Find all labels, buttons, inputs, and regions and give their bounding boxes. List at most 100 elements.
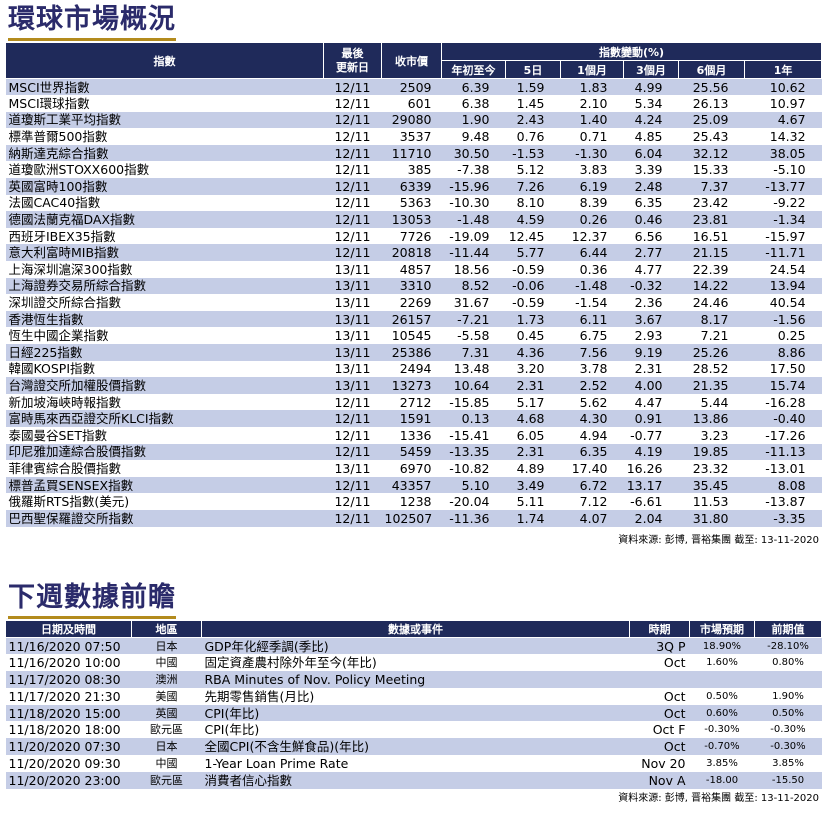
cell-change-1y: 14.32 [744,128,822,145]
cell-ytd: 30.50 [441,144,506,162]
cell-change-1m: 6.44 [560,244,624,262]
table-row: 巴西聖保羅證交所指數 12/11 102507 -11.36 1.74 4.07 2.04 3… [5,509,822,527]
cell-close: 13053 [381,211,442,228]
table-row: 上海證券交易所綜合指數 13/11 3310 8.52 -0.06 -1.48 -0.32 1… [5,277,822,295]
cell-last-update: 12/11 [323,476,382,494]
cell-forecast: -18.00 [689,771,755,789]
cell-change-3m: 4.99 [623,78,679,96]
cell-change-5d: 1.59 [505,78,561,96]
cell-close: 5363 [381,194,442,212]
cell-close: 13273 [381,377,442,394]
cell-change-5d: 7.26 [505,178,561,195]
cell-region: 中國 [131,755,202,772]
cell-change-1m: 0.36 [560,261,624,278]
cell-last-update: 12/11 [323,211,382,228]
cell-change-3m: 6.35 [623,194,679,212]
cell-index-name: 標準普爾500指數 [5,128,324,145]
cell-last-update: 13/11 [323,344,382,361]
table-row: 道瓊斯工業平均指數 12/11 29080 1.90 2.43 1.40 4.24 25.09… [5,111,822,129]
cell-forecast: 0.60% [689,704,755,722]
cell-period: Nov 20 [629,755,690,772]
cell-previous: 1.90% [754,687,822,705]
cell-index-name: 印尼雅加達綜合股價指數 [5,443,324,461]
cell-change-3m: 2.31 [623,360,679,378]
cell-change-5d: 5.12 [505,161,561,179]
cell-change-1y: -13.87 [744,493,822,510]
cell-event: 先期零售銷售(月比) [201,687,630,705]
header-3m: 3個月 [623,60,679,79]
cell-region: 日本 [131,637,202,655]
cell-last-update: 12/11 [323,128,382,145]
cell-close: 385 [381,161,442,179]
cell-ytd: -15.41 [441,426,506,444]
cell-close: 2494 [381,360,442,378]
cell-change-1y: 10.97 [744,95,822,112]
cell-datetime: 11/18/2020 15:00 [5,704,132,722]
cell-change-6m: 14.22 [678,277,745,295]
cell-change-6m: 19.85 [678,443,745,461]
cell-last-update: 12/11 [323,161,382,179]
cell-index-name: 新加坡海峽時報指數 [5,393,324,411]
cell-close: 1238 [381,493,442,510]
cell-index-name: 台灣證交所加權股價指數 [5,377,324,394]
cell-index-name: 德國法蘭克福DAX指數 [5,211,324,228]
cell-change-6m: 23.32 [678,460,745,477]
cell-last-update: 12/11 [323,493,382,510]
cell-previous: -0.30% [754,738,822,756]
market-overview-title: 環球市場概況 [8,4,176,41]
market-overview-table: 指數 最後 更新日 收市價 指數變動(%) 年初至今 5日 1個月 3個月 6個… [5,42,823,527]
cell-close: 6970 [381,460,442,477]
cell-ytd: -20.04 [441,493,506,510]
cell-datetime: 11/18/2020 18:00 [5,721,132,739]
cell-ytd: 10.64 [441,377,506,394]
cell-previous: 0.50% [754,704,822,722]
cell-change-1y: 8.08 [744,476,822,494]
cell-ytd: 13.48 [441,360,506,378]
cell-close: 25386 [381,344,442,361]
table-row: 意大利富時MIB指數 12/11 20818 -11.44 5.77 6.44 2.77 21… [5,244,822,262]
cell-datetime: 11/17/2020 08:30 [5,671,132,688]
header-region: 地區 [131,620,202,638]
cell-change-5d: -0.06 [505,277,561,295]
cell-last-update: 12/11 [323,244,382,262]
cell-ytd: -19.09 [441,227,506,245]
cell-change-1y: -1.56 [744,310,822,328]
cell-change-6m: 25.09 [678,111,745,129]
cell-change-3m: 13.17 [623,476,679,494]
cell-change-6m: 31.80 [678,509,745,527]
cell-index-name: MSCI世界指數 [5,78,324,96]
cell-event: CPI(年比) [201,721,630,739]
week-ahead-table: 日期及時間 地區 數據或事件 時期 市場預期 前期值 11/16/2020 07… [5,620,822,789]
header-last-update-line1: 最後 [341,46,364,60]
table-row: 法國CAC40指數 12/11 5363 -10.30 8.10 8.39 6.35 23.4… [5,194,822,212]
cell-close: 1336 [381,426,442,444]
cell-ytd: -5.58 [441,327,506,344]
cell-ytd: 7.31 [441,344,506,361]
cell-change-1y: 17.50 [744,360,822,378]
table-row: 11/17/2020 21:30 美國 先期零售銷售(月比) Oct 0.50% 1.90… [5,687,822,705]
cell-change-1y: -3.35 [744,509,822,527]
cell-ytd: -13.35 [441,443,506,461]
cell-previous: -0.30% [754,721,822,739]
header-5d: 5日 [505,60,561,79]
cell-last-update: 12/11 [323,95,382,112]
cell-change-6m: 5.44 [678,393,745,411]
cell-index-name: 富時馬來西亞證交所KLCI指數 [5,410,324,427]
cell-change-3m: 4.19 [623,443,679,461]
cell-index-name: 香港恆生指數 [5,310,324,328]
cell-change-6m: 7.37 [678,178,745,195]
table-row: 11/16/2020 10:00 中國 固定資產農村除外年至今(年比) Oct 1.60… [5,654,822,672]
cell-last-update: 12/11 [323,410,382,427]
cell-change-3m: 4.47 [623,393,679,411]
cell-close: 7726 [381,227,442,245]
cell-change-3m: -0.32 [623,277,679,295]
header-period: 時期 [629,620,690,638]
cell-last-update: 13/11 [323,360,382,378]
cell-datetime: 11/20/2020 23:00 [5,771,132,789]
cell-index-name: 巴西聖保羅證交所指數 [5,509,324,527]
cell-change-1y: 15.74 [744,377,822,394]
cell-change-1m: -1.30 [560,144,624,162]
cell-last-update: 12/11 [323,78,382,96]
cell-last-update: 13/11 [323,277,382,295]
cell-close: 29080 [381,111,442,129]
